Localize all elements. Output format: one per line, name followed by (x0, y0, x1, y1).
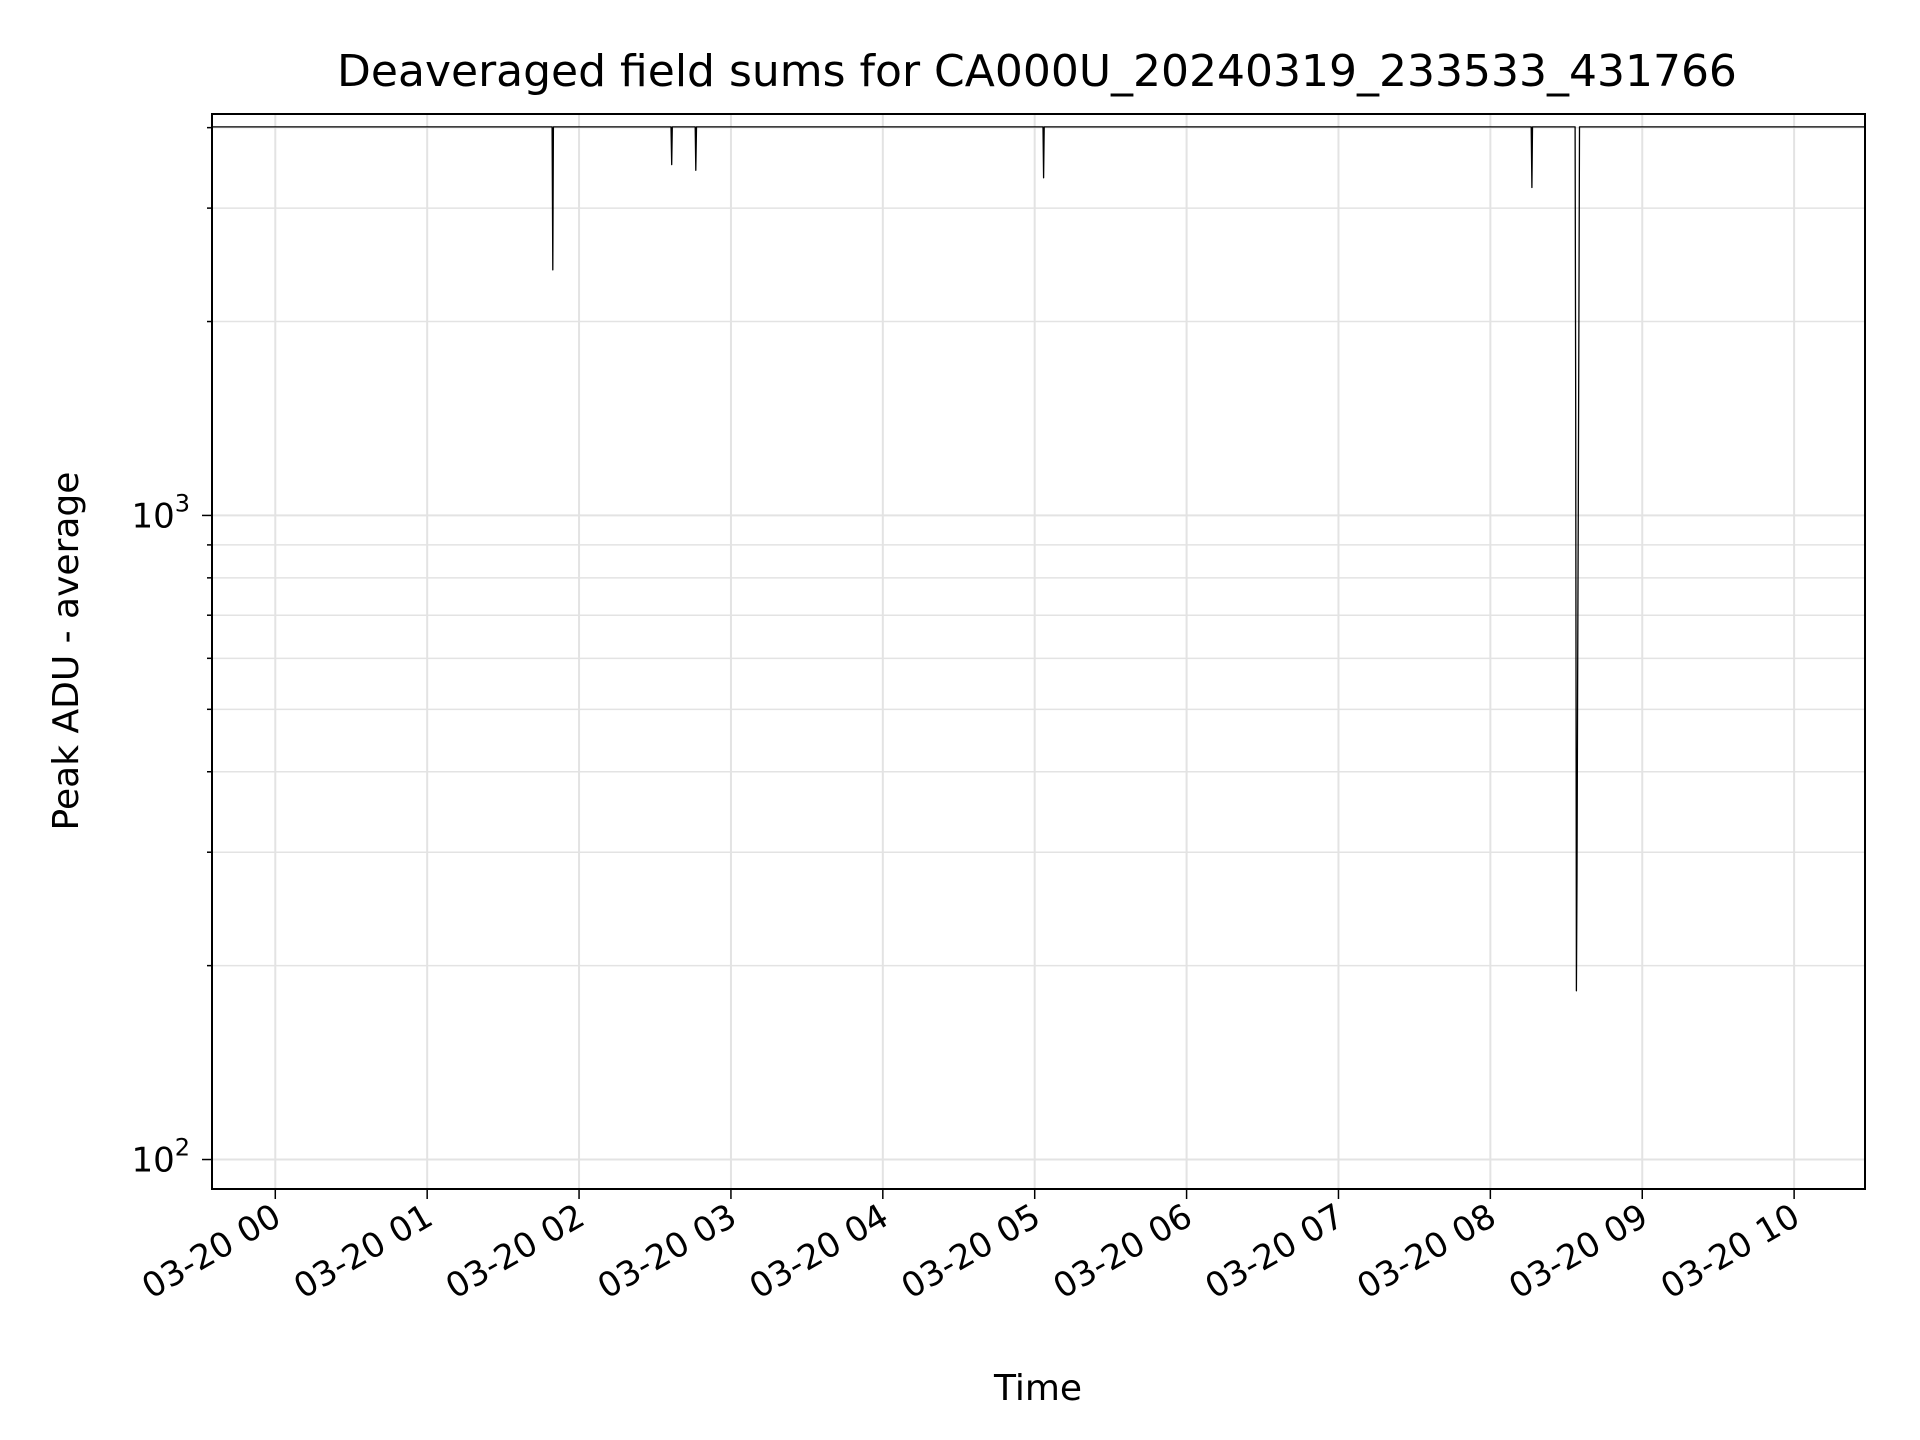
y-tick-label: 103 (131, 489, 190, 536)
series-line (211, 126, 1866, 992)
y-axis-ticks: 102103104105106 (131, 126, 212, 1181)
chart-title: Deaveraged field sums for CA000U_2024031… (337, 46, 1737, 97)
plot-frame (211, 113, 1866, 1190)
y-axis-label: Peak ADU - average (46, 472, 87, 831)
x-axis-label: Time (993, 1368, 1082, 1409)
y-tick-label: 102 (131, 1134, 190, 1181)
grid (212, 114, 1865, 1189)
series-layer (211, 126, 1866, 992)
